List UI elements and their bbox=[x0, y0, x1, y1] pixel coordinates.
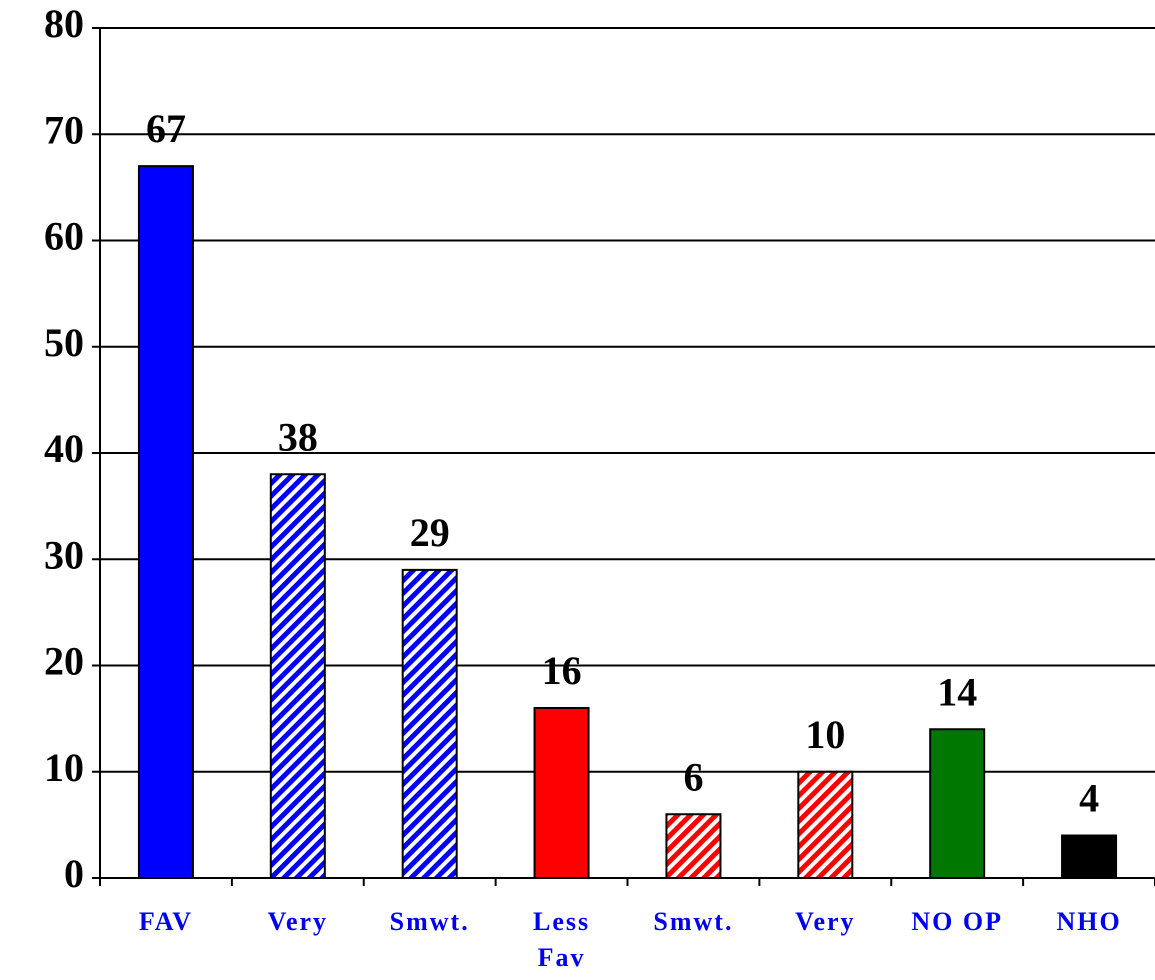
x-tick-label: FAV bbox=[139, 907, 193, 936]
y-tick-label: 60 bbox=[44, 214, 84, 259]
value-label: 10 bbox=[805, 712, 845, 757]
bar bbox=[665, 813, 722, 879]
y-tick-label: 80 bbox=[44, 1, 84, 46]
bar bbox=[137, 165, 194, 879]
bar bbox=[401, 568, 458, 879]
y-tick-label: 10 bbox=[44, 745, 84, 790]
value-label: 4 bbox=[1079, 776, 1099, 821]
bar bbox=[929, 728, 986, 879]
bar bbox=[533, 707, 590, 879]
x-tick-label: Less Fav bbox=[533, 907, 590, 972]
value-label: 38 bbox=[278, 414, 318, 459]
x-tick-label: Very bbox=[268, 907, 328, 936]
x-tick-label: NHO bbox=[1056, 907, 1121, 936]
value-label: 14 bbox=[937, 669, 977, 714]
x-tick-label: Smwt. bbox=[653, 907, 733, 936]
bar bbox=[797, 770, 854, 879]
x-tick-label: NO OP bbox=[911, 907, 1003, 936]
y-tick-label: 40 bbox=[44, 426, 84, 471]
bar bbox=[1061, 834, 1118, 879]
x-tick-label: Smwt. bbox=[390, 907, 470, 936]
value-label: 67 bbox=[146, 106, 186, 151]
value-label: 16 bbox=[542, 648, 582, 693]
y-tick-label: 0 bbox=[64, 851, 84, 896]
y-tick-label: 20 bbox=[44, 639, 84, 684]
y-tick-label: 30 bbox=[44, 532, 84, 577]
bar bbox=[269, 473, 326, 879]
y-tick-label: 70 bbox=[44, 107, 84, 152]
value-label: 29 bbox=[410, 510, 450, 555]
y-tick-label: 50 bbox=[44, 320, 84, 365]
x-tick-label: Very bbox=[795, 907, 855, 936]
value-label: 6 bbox=[683, 754, 703, 799]
